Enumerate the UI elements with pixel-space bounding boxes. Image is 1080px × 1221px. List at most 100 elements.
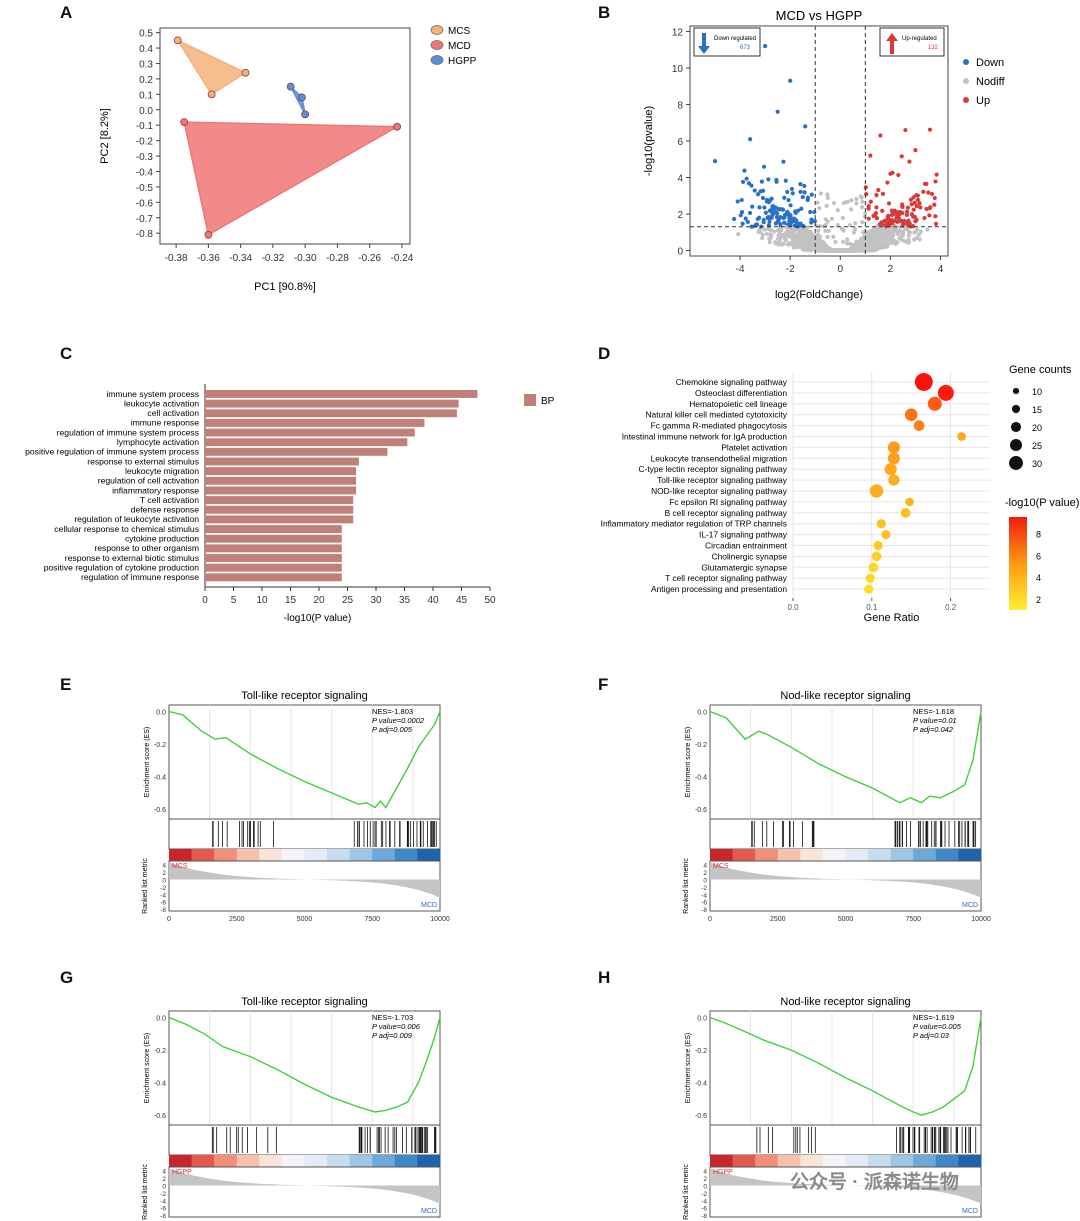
- gene-point: [833, 239, 838, 244]
- gene-point: [859, 205, 865, 210]
- gene-point: [880, 208, 885, 213]
- gene-point: [788, 203, 793, 208]
- size-legend-dot: [1012, 387, 1020, 395]
- rank-heat-cell: [236, 1155, 260, 1167]
- gene-point: [787, 229, 792, 235]
- gene-point: [896, 172, 901, 178]
- x-tick-label: 0.1: [866, 603, 878, 612]
- gene-point: [845, 199, 850, 205]
- gene-point: [825, 192, 830, 197]
- gene-point: [927, 127, 933, 132]
- gene-hits: [751, 821, 977, 847]
- gene-point: [777, 207, 782, 212]
- rank-heat-cell: [800, 849, 824, 861]
- go-term-label: response to external stimulus: [87, 456, 199, 466]
- pathway-bubble: [869, 484, 884, 498]
- y-tick-label: 0.0: [139, 106, 153, 117]
- rank-heat-cell: [935, 1155, 959, 1167]
- gene-point: [927, 213, 932, 218]
- gsea-plot-f: Nod-like receptor signaling 0.0 -0.2 -0.4 -0…: [683, 690, 991, 923]
- x-tick-label: -4: [736, 264, 745, 275]
- gene-point: [745, 219, 750, 225]
- rank-heat-cell: [710, 1155, 734, 1167]
- x-tick-label: 15: [285, 595, 297, 606]
- gene-point: [783, 237, 789, 243]
- gene-point: [756, 229, 761, 235]
- rank-heat-cell: [845, 1155, 869, 1167]
- rank-heat-cell: [732, 849, 756, 861]
- gene-point: [812, 209, 817, 215]
- rank-heat-cell: [890, 1155, 914, 1167]
- y-tick-label: 0.4: [139, 44, 153, 55]
- gene-point: [815, 200, 820, 205]
- gene-point: [805, 233, 810, 238]
- x-tick-label: -0.26: [358, 253, 381, 264]
- padj-text: P adj=0.042: [913, 725, 954, 734]
- y-tick-label: -0.2: [154, 742, 166, 749]
- gene-point: [889, 218, 894, 223]
- gene-point: [773, 205, 778, 210]
- pvalue-text: P value=0.01: [913, 716, 957, 725]
- gene-point: [775, 236, 781, 241]
- gene-point: [761, 164, 767, 169]
- gene-point: [911, 207, 916, 212]
- gene-point: [781, 159, 786, 164]
- rank-heat-cell: [169, 849, 193, 861]
- go-term-label: lymphocyte activation: [117, 437, 199, 447]
- metric-tick-label: -4: [701, 1198, 707, 1205]
- gene-point: [818, 245, 824, 251]
- pathway-label: Platelet activation: [721, 442, 787, 452]
- pathway-label: Inflammatory mediator regulation of TRP …: [601, 519, 787, 529]
- padj-text: P adj=0.005: [372, 725, 413, 734]
- gene-point: [797, 244, 802, 250]
- metric-tick-label: -6: [701, 1206, 707, 1213]
- gene-point: [712, 158, 718, 164]
- group-hull-mcd: [183, 121, 400, 236]
- hits-frame: [168, 1124, 441, 1156]
- gene-point: [823, 222, 828, 228]
- gene-point: [825, 219, 830, 224]
- metric-tick-label: -8: [160, 907, 166, 914]
- rank-heat-cell: [394, 849, 418, 861]
- gene-point: [736, 231, 741, 237]
- gene-point: [794, 218, 799, 223]
- go-bar: [205, 428, 415, 437]
- rank-heat-cell: [304, 1155, 328, 1167]
- pathway-bubble: [865, 573, 875, 583]
- go-bar: [205, 467, 357, 476]
- gene-point: [770, 211, 776, 217]
- x-tick-label: 35: [399, 595, 411, 606]
- y-tick-label: 0.0: [697, 1016, 707, 1023]
- group-hull-hgpp: [289, 86, 306, 115]
- gene-point: [831, 234, 836, 239]
- gene-point: [879, 229, 884, 234]
- y-tick-label: -0.2: [695, 1048, 707, 1055]
- gene-point: [798, 189, 803, 194]
- go-term-label: regulation of cell activation: [98, 476, 199, 486]
- metric-tick-label: -4: [701, 892, 707, 899]
- gene-point: [812, 219, 817, 224]
- metric-tick-label: 2: [162, 1176, 166, 1183]
- x-tick-label: -0.24: [391, 253, 414, 264]
- color-legend-label: 2: [1036, 595, 1041, 605]
- gene-point: [766, 200, 772, 205]
- gene-point: [885, 231, 890, 236]
- x-tick-label: 25: [342, 595, 354, 606]
- go-term-label: regulation of leukocyte activation: [74, 514, 199, 524]
- gene-point: [780, 207, 786, 212]
- x-tick-label: 5000: [297, 916, 313, 923]
- panel-letter-e: E: [60, 675, 71, 694]
- pathway-bubble: [905, 497, 915, 507]
- gene-point: [878, 133, 883, 138]
- enrichment-curve: [168, 710, 441, 809]
- gene-point: [740, 179, 746, 185]
- gene-point: [783, 178, 788, 183]
- rank-heat-cell: [800, 1155, 824, 1167]
- metric-tick-label: -8: [701, 1213, 707, 1220]
- gene-point: [914, 203, 919, 209]
- pathway-bubble: [871, 551, 882, 562]
- plot-frame: [159, 27, 411, 245]
- pathway-bubble: [900, 507, 911, 518]
- gene-point: [749, 224, 754, 229]
- rank-heat-cell: [281, 849, 305, 861]
